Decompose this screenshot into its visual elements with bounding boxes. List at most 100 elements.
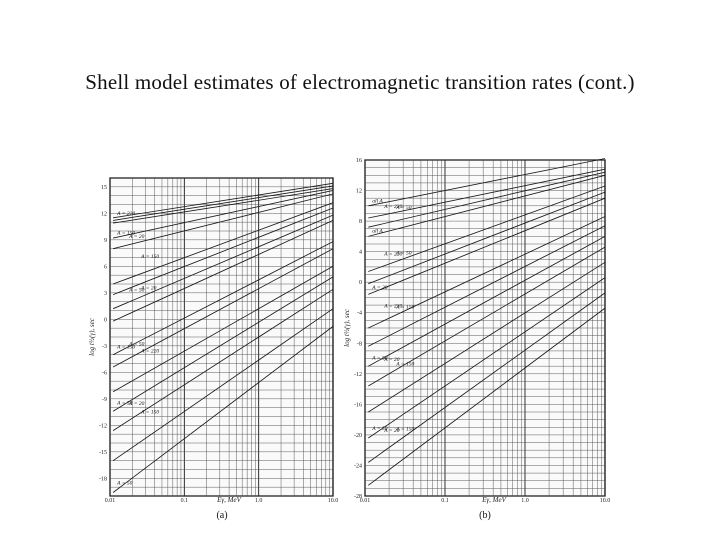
series-line [368,292,606,463]
series-label: A = 50 [116,480,132,486]
series-line [368,307,606,486]
series-line [368,168,606,219]
series-line [112,308,334,462]
series-label: all A [372,198,383,204]
series-label: A = 220 [383,204,402,210]
y-tick-label: -8 [357,341,362,347]
x-axis-label: Eγ, MeV [481,496,506,504]
x-tick-label: 10.0 [328,498,339,504]
series-line [112,193,334,250]
series-label: A = 20 [128,401,144,407]
x-tick-label: 0.01 [105,498,116,504]
panel-label: (b) [479,510,491,521]
series-line [368,174,606,237]
series-label: A = 150 [395,305,414,311]
x-tick-label: 0.1 [181,498,189,504]
series-label: A = 20 [140,285,156,291]
series-label: A = 150 [116,231,135,237]
series-line [368,261,606,413]
y-tick-label: 12 [101,211,107,217]
y-axis-label: log t½(γ), sec [88,317,96,356]
series-label: A = 150 [395,427,414,433]
y-tick-label: 0 [359,280,362,286]
x-tick-label: 1.0 [521,498,529,504]
y-tick-label: 6 [104,264,107,270]
y-tick-label: -16 [354,402,362,408]
y-tick-label: -24 [354,463,362,469]
series-label: A = 50 [371,356,387,362]
series-line [368,158,606,207]
y-tick-label: 16 [356,158,362,164]
series-label: A = 50 [116,400,132,406]
y-tick-label: 4 [359,250,362,256]
series-label: A = 220 [383,304,402,310]
x-axis-label: Eγ, MeV [216,496,241,504]
series-line [368,197,606,295]
x-tick-label: 10.0 [600,498,611,504]
x-tick-label: 0.01 [360,498,371,504]
series-label: A = 150 [116,345,135,351]
series-label: A = 20 [383,357,399,363]
y-tick-label: 0 [104,317,107,323]
y-tick-label: -3 [102,344,107,350]
series-line [368,191,606,285]
series-label: all A [372,228,383,234]
series-label: A = 220 [140,349,159,355]
y-tick-label: -12 [99,423,107,429]
series-line [113,189,334,239]
y-tick-label: 12 [356,189,362,195]
series-line [112,265,334,393]
series-label: A = 20 [371,285,387,291]
y-tick-label: -6 [102,370,107,376]
y-tick-label: 3 [104,291,107,297]
series-label: A = 20 [128,234,144,240]
slide-title: Shell model estimates of electromagnetic… [85,70,635,94]
series-label: A = 50 [395,251,411,257]
series-label: A = 50 [395,205,411,211]
y-tick-label: -18 [99,476,107,482]
y-tick-label: -4 [357,311,362,317]
series-line [113,185,334,221]
series-label: A = 20 [383,428,399,434]
y-tick-label: 15 [101,185,107,191]
series-line [368,277,606,439]
y-axis-label: log t½(γ), sec [343,308,351,347]
series-line [112,214,334,310]
series-line [112,220,334,322]
series-line [112,241,334,356]
series-line [368,236,606,367]
series-label: A = 150 [140,410,159,416]
series-line [112,248,334,368]
series-line [368,185,606,272]
series-line [112,276,334,412]
y-tick-label: -15 [99,450,107,456]
y-tick-label: -12 [354,372,362,378]
series-label: A = 50 [128,341,144,347]
series-line [113,182,334,219]
y-tick-label: -20 [354,433,362,439]
series-label: A = 220 [383,252,402,258]
series-line [113,188,334,224]
series-line [112,326,334,493]
series-label: A = 220 [116,211,135,217]
series-label: A = 150 [140,254,159,260]
series-line [112,207,334,295]
series-label: A = 150 [395,362,414,368]
panel-label: (a) [216,510,227,521]
x-tick-label: 1.0 [255,498,263,504]
series-line [112,202,334,285]
y-tick-label: -28 [354,494,362,500]
series-label: A = 50 [371,426,387,432]
y-tick-label: -9 [102,397,107,403]
series-line [368,246,606,387]
y-tick-label: 8 [359,219,362,225]
y-tick-label: 9 [104,238,107,244]
series-line [368,225,606,347]
series-line [112,288,334,431]
series-line [368,171,606,228]
x-tick-label: 0.1 [441,498,449,504]
series-label: A = 50 [128,287,144,293]
